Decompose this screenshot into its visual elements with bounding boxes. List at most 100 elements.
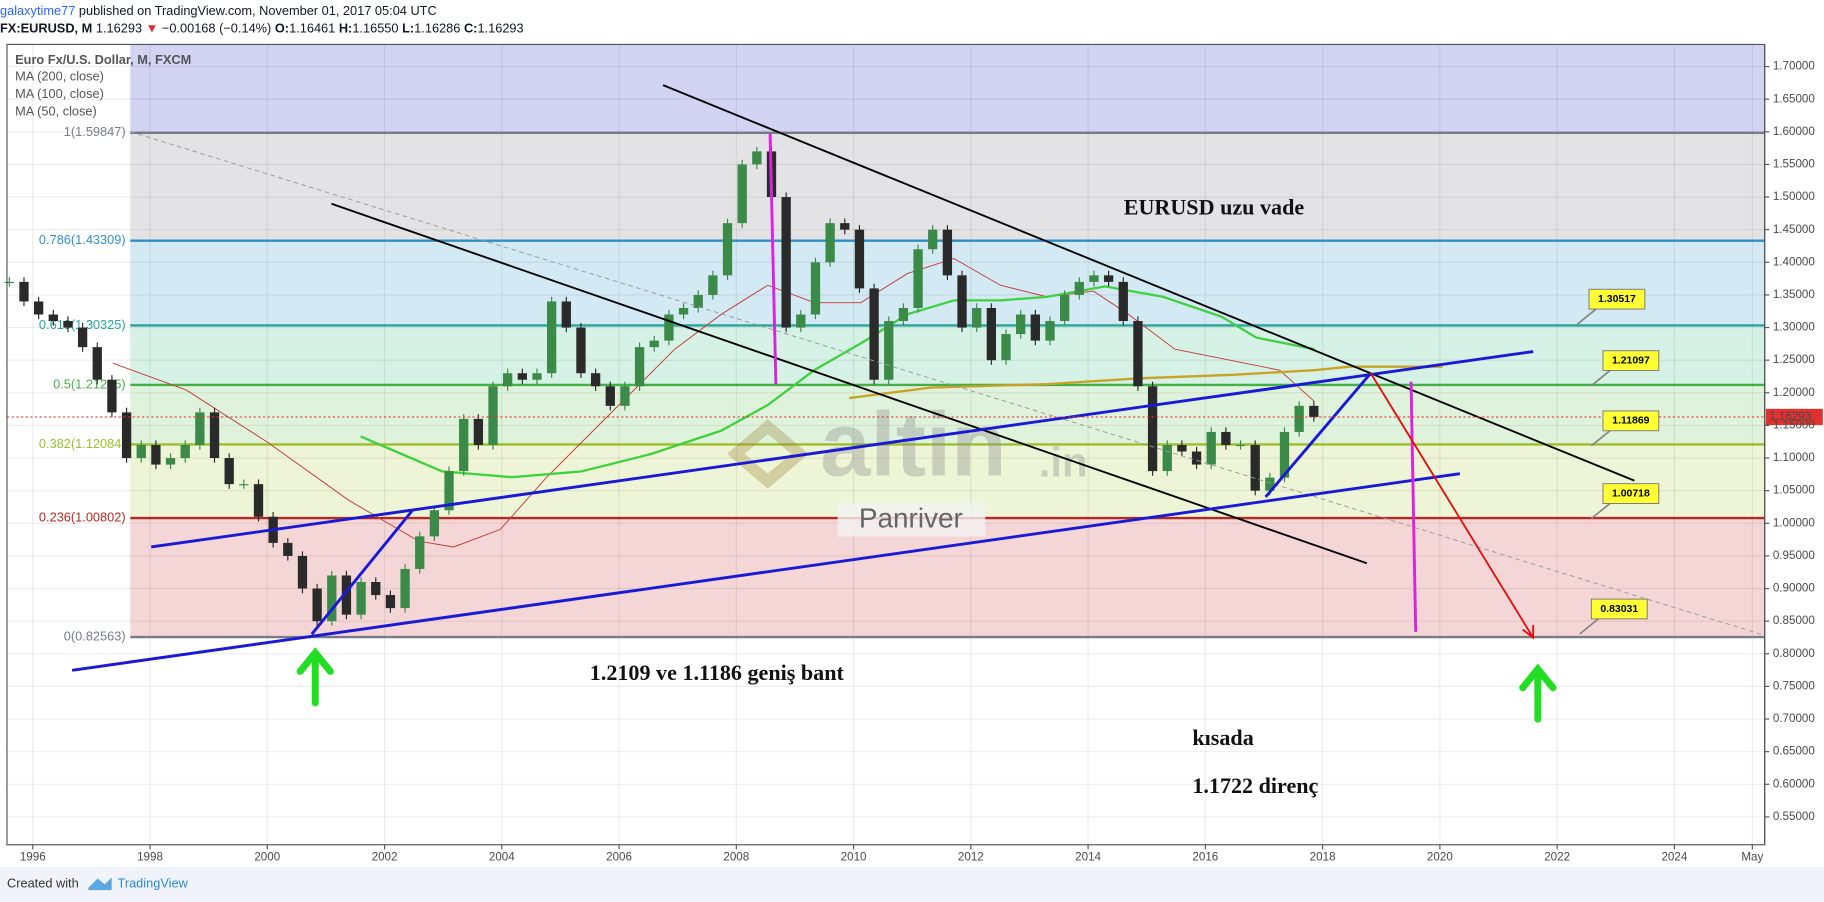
candle: [1177, 444, 1187, 452]
candle: [209, 412, 220, 459]
callout-label: 1.00718: [1612, 488, 1650, 499]
legend-item: MA (100, close): [15, 86, 104, 101]
candle: [1309, 405, 1319, 417]
watermark-suffix: .in: [1039, 439, 1088, 486]
x-tick-label: 1998: [137, 851, 163, 864]
channel-line: [662, 84, 1635, 482]
candle: [825, 223, 835, 263]
callout-box: [1602, 483, 1660, 504]
fib-label: 0(0.82563): [64, 628, 126, 643]
annotation: EURUSD uzu vade: [1124, 195, 1305, 220]
footer-bar: [0, 866, 1824, 902]
y-tick-label: 1.25000: [1773, 353, 1816, 366]
candle: [898, 307, 909, 322]
callout-pointer: [1590, 502, 1611, 520]
candle: [854, 229, 865, 289]
x-tick-label: 2000: [254, 851, 280, 864]
ohlc-label: O:: [275, 21, 289, 36]
overlay: 1.16293 1.30517 1.21097 1.11869 1.00718 0.830…: [6, 288, 1823, 635]
ma-50: [112, 257, 1315, 548]
candle: [151, 444, 161, 465]
y-tick-label: 0.95000: [1773, 549, 1816, 562]
callout-pointer: [1576, 308, 1597, 325]
author[interactable]: galaxytime77: [0, 3, 75, 18]
y-tick-label: 1.55000: [1773, 158, 1816, 171]
green-arrow: [1519, 663, 1557, 723]
candle: [1059, 294, 1070, 322]
candle: [415, 536, 425, 569]
candle: [517, 373, 527, 380]
candle: [840, 223, 850, 230]
y-tick-label: 1.40000: [1773, 255, 1816, 268]
y-tick-label: 1.35000: [1773, 288, 1816, 301]
ma-100: [360, 285, 1315, 479]
candle: [385, 595, 396, 609]
candle: [942, 229, 953, 276]
candle: [371, 582, 381, 596]
candle: [165, 458, 176, 465]
candle: [576, 327, 586, 374]
zone: [130, 132, 1765, 241]
magenta-line: [1409, 381, 1418, 632]
candle: [253, 484, 264, 517]
candle: [283, 542, 293, 556]
chart-title: Euro Fx/U.S. Dollar, M, FXCM: [15, 52, 191, 67]
y-tick-label: 0.55000: [1773, 810, 1816, 823]
candle: [737, 164, 747, 224]
candle: [1221, 431, 1231, 445]
candle: [121, 412, 132, 459]
candle: [341, 575, 352, 615]
candle: [1118, 281, 1128, 322]
fib-label: 0.786(1.43309): [39, 232, 126, 247]
x-tick-label: 2012: [958, 851, 984, 864]
watermark: altin .in: [727, 395, 1088, 496]
annotation: 1.2109 ve 1.1186 geniş bant: [590, 660, 845, 685]
candle: [77, 327, 88, 348]
candle: [1235, 444, 1246, 447]
candle: [664, 314, 674, 341]
legend-item: MA (200, close): [15, 68, 104, 83]
annotation: kısada: [1192, 725, 1253, 750]
candle: [1250, 444, 1260, 491]
candle: [796, 314, 806, 328]
trend-dashed: [130, 131, 1765, 636]
candle: [488, 386, 498, 445]
candle: [1147, 386, 1158, 472]
callout-pointer: [1590, 369, 1611, 387]
change: −0.00168 (−0.14%): [162, 21, 271, 36]
red-arrow: [1369, 371, 1534, 639]
ohlc-label: C:: [464, 21, 477, 36]
header-line: galaxytime77 published on TradingView.co…: [0, 3, 437, 18]
candle: [503, 373, 513, 387]
callout-box: [1590, 598, 1648, 620]
y-tick-label: 1.10000: [1773, 451, 1816, 464]
candle: [19, 281, 29, 302]
candle: [634, 347, 645, 387]
candle: [459, 418, 469, 472]
candle: [708, 275, 718, 295]
y-tick-label: 1.20000: [1773, 386, 1816, 399]
y-tick-label: 1.65000: [1773, 92, 1816, 105]
candle: [752, 151, 762, 165]
candle: [649, 340, 659, 348]
candle: [444, 471, 454, 511]
candle: [1001, 334, 1011, 361]
y-tick-label: 0.65000: [1773, 745, 1816, 758]
callout-label: 0.83031: [1600, 604, 1638, 615]
y-tick-label: 1.00000: [1773, 516, 1816, 529]
tv-logo: [88, 877, 112, 891]
x-tick-label: 2002: [372, 851, 398, 864]
candle: [957, 275, 967, 328]
candle: [781, 197, 791, 328]
callout-box: [1602, 350, 1660, 371]
channel-line: [331, 202, 1368, 565]
candle: [48, 314, 58, 322]
candle: [107, 379, 117, 413]
footer-brand[interactable]: TradingView: [117, 876, 188, 891]
candle: [92, 347, 102, 380]
ohlc-label: H:: [339, 21, 353, 36]
watermark-logo: [727, 419, 809, 489]
candle: [722, 223, 733, 276]
candles: [4, 146, 1319, 626]
